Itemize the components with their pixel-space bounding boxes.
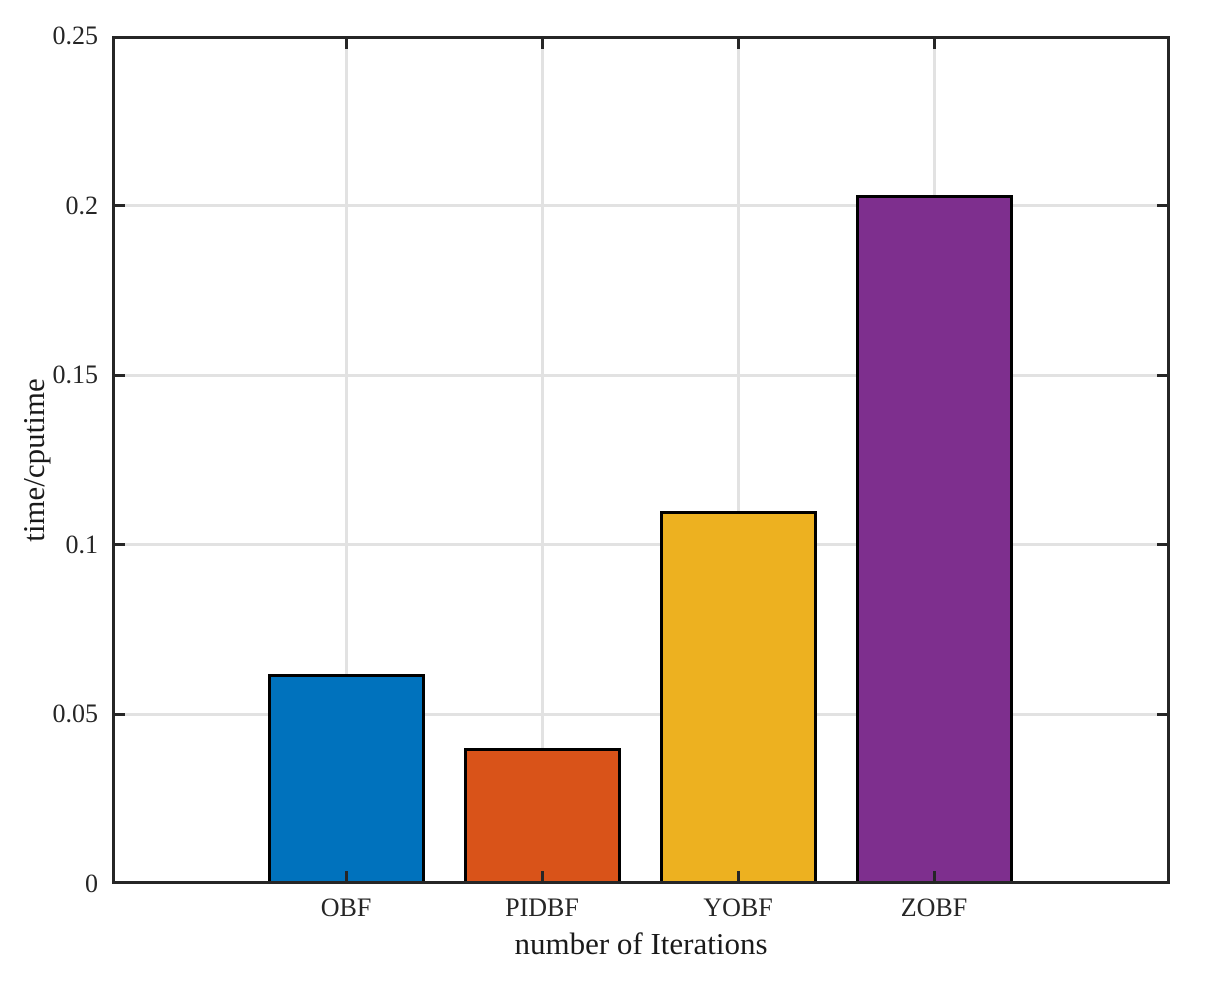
y-tick-label: 0.05 bbox=[52, 699, 99, 729]
y-tick-label: 0.2 bbox=[65, 190, 99, 220]
y-tick-mark-left bbox=[112, 712, 125, 716]
bar-obf bbox=[267, 673, 425, 884]
y-tick-mark-right bbox=[1157, 204, 1170, 208]
gridline-vertical bbox=[540, 36, 544, 884]
x-tick-label: OBF bbox=[320, 893, 372, 922]
y-tick-mark-left bbox=[112, 543, 125, 547]
y-axis-label: time/cputime bbox=[16, 378, 51, 542]
x-tick-label: ZOBF bbox=[900, 893, 968, 922]
y-tick-mark-right bbox=[1157, 373, 1170, 377]
y-tick-mark-left bbox=[112, 204, 125, 208]
x-tick-mark-bottom bbox=[540, 871, 544, 884]
x-tick-mark-top bbox=[540, 36, 544, 49]
x-tick-mark-bottom bbox=[736, 871, 740, 884]
x-tick-mark-top bbox=[344, 36, 348, 49]
y-tick-label: 0 bbox=[85, 869, 98, 898]
y-tick-mark-left bbox=[112, 373, 125, 377]
gridline-horizontal bbox=[112, 712, 1170, 716]
x-tick-label: PIDBF bbox=[505, 893, 579, 922]
x-tick-label: YOBF bbox=[703, 893, 773, 922]
gridline-horizontal bbox=[112, 543, 1170, 547]
x-axis-label: number of Iterations bbox=[514, 926, 768, 961]
x-tick-mark-top bbox=[736, 36, 740, 49]
gridline-horizontal bbox=[112, 204, 1170, 208]
bar-zobf bbox=[855, 195, 1013, 884]
y-tick-mark-right bbox=[1157, 543, 1170, 547]
y-tick-label: 0.1 bbox=[65, 529, 99, 559]
x-tick-mark-top bbox=[932, 36, 936, 49]
y-tick-mark-right bbox=[1157, 712, 1170, 716]
gridline-vertical bbox=[736, 36, 740, 884]
bar-pidbf bbox=[463, 748, 621, 884]
bar-yobf bbox=[659, 510, 817, 884]
gridline-horizontal bbox=[112, 373, 1170, 377]
y-tick-label: 0.15 bbox=[52, 360, 99, 390]
plot-area bbox=[112, 36, 1170, 884]
y-tick-label: 0.25 bbox=[52, 21, 99, 50]
x-tick-mark-bottom bbox=[344, 871, 348, 884]
x-tick-mark-bottom bbox=[932, 871, 936, 884]
gridline-vertical bbox=[344, 36, 348, 884]
